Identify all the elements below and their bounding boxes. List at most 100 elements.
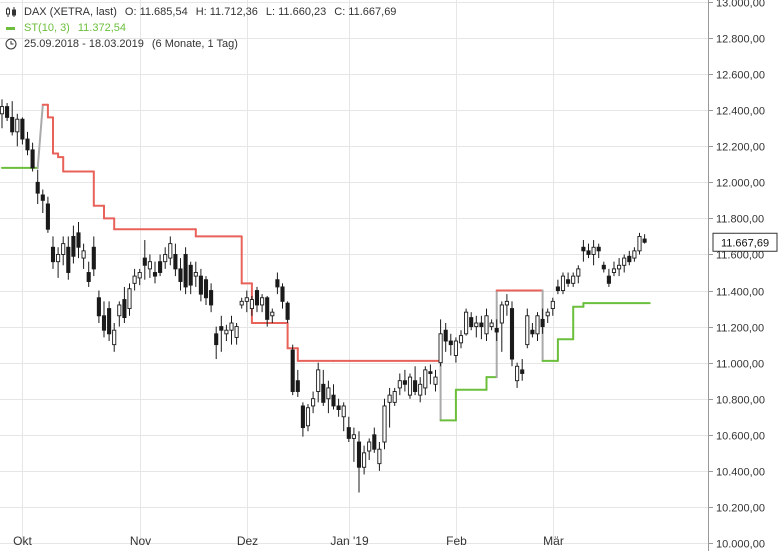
candle-body xyxy=(178,268,183,282)
candle-body xyxy=(81,250,86,259)
candle-body xyxy=(10,116,15,133)
candle-body xyxy=(183,254,188,288)
candle xyxy=(86,261,91,287)
candle-body xyxy=(525,315,530,346)
candle xyxy=(413,366,418,396)
y-tick-label: 10.800,00 xyxy=(716,395,765,407)
y-tick-label: 11.200,00 xyxy=(716,323,764,335)
candle-body xyxy=(321,383,326,403)
candle xyxy=(35,169,40,204)
candle xyxy=(0,99,5,129)
y-tick-label: 10.600,00 xyxy=(716,431,765,443)
candle xyxy=(382,398,387,450)
candle-body xyxy=(76,232,81,248)
candlestick-series xyxy=(0,99,647,493)
candle xyxy=(275,272,280,295)
candle xyxy=(504,294,509,316)
candle-body xyxy=(433,376,438,385)
candle xyxy=(112,322,117,352)
candle-body xyxy=(356,441,362,468)
candle xyxy=(525,308,530,349)
candle xyxy=(367,438,372,461)
last-price-box xyxy=(712,232,778,252)
x-axis-ticks: Okt Nov Dez Jan '19 Feb Mär xyxy=(13,534,564,548)
candle-body xyxy=(188,264,193,286)
candle xyxy=(305,404,311,432)
candle-body xyxy=(642,238,647,243)
candle xyxy=(270,308,275,323)
candle-body xyxy=(632,250,637,259)
candle-body xyxy=(392,391,397,403)
candle xyxy=(178,258,183,291)
candle-body xyxy=(30,149,35,169)
candle xyxy=(469,312,474,331)
candle-body xyxy=(91,246,96,270)
candle-body xyxy=(351,434,356,439)
candle xyxy=(30,142,35,172)
candle xyxy=(168,236,173,266)
candle xyxy=(132,268,137,291)
candle xyxy=(520,359,525,381)
indicator-value: 11.372,54 xyxy=(77,22,126,34)
candle-body xyxy=(275,279,280,288)
candle-body xyxy=(540,318,545,328)
candle-body xyxy=(566,279,571,284)
candle xyxy=(311,391,316,414)
candle xyxy=(50,236,56,269)
candle-body xyxy=(443,329,448,342)
candle-body xyxy=(239,300,244,306)
candle-body xyxy=(71,235,76,257)
candle-body xyxy=(550,300,555,310)
candle xyxy=(622,254,627,273)
candle xyxy=(295,369,300,397)
candle xyxy=(438,319,443,367)
candle xyxy=(586,243,591,259)
candle-body xyxy=(413,380,418,392)
candle xyxy=(198,268,203,302)
candle xyxy=(147,254,152,278)
candle-body xyxy=(127,288,132,310)
candle xyxy=(254,286,260,313)
last-price-marker: 11.667,69 xyxy=(712,232,778,252)
indicator-row: ST(10, 3) 11.372,54 xyxy=(4,20,396,36)
candle xyxy=(458,330,464,349)
candle xyxy=(535,312,540,342)
close-value: C: 11.667,69 xyxy=(334,6,397,18)
candle xyxy=(464,308,469,336)
candle-body xyxy=(448,340,453,346)
candle-body xyxy=(627,255,632,263)
candle xyxy=(351,427,356,462)
candle xyxy=(25,131,30,156)
candle-body xyxy=(606,275,611,284)
x-tick-label: Nov xyxy=(130,534,151,548)
period-row: 25.09.2018 - 18.03.2019 (6 Monate, 1 Tag… xyxy=(4,36,396,52)
candle-body xyxy=(300,405,305,429)
candle xyxy=(377,442,382,471)
y-tick-label: 12.400,00 xyxy=(716,106,765,118)
candle xyxy=(91,236,96,277)
y-tick-label: 11.800,00 xyxy=(716,214,764,226)
candle-body xyxy=(402,380,407,385)
candle-body xyxy=(229,322,234,331)
candle-body xyxy=(260,297,265,306)
candle xyxy=(433,369,438,392)
candle xyxy=(397,373,402,396)
candle-body xyxy=(168,243,173,259)
candle-body xyxy=(101,315,107,331)
candle xyxy=(428,364,433,385)
candle-body xyxy=(193,272,198,277)
candle xyxy=(611,261,617,277)
candle-body xyxy=(285,302,290,320)
candle xyxy=(96,290,101,323)
candle-body xyxy=(596,246,601,252)
candle xyxy=(591,240,596,266)
candle xyxy=(45,196,50,233)
candle-body xyxy=(341,405,346,418)
candle xyxy=(632,247,637,262)
candle xyxy=(484,308,489,342)
candle xyxy=(346,416,351,443)
candle xyxy=(117,301,122,327)
candle-body xyxy=(326,387,331,400)
candle xyxy=(244,290,249,313)
